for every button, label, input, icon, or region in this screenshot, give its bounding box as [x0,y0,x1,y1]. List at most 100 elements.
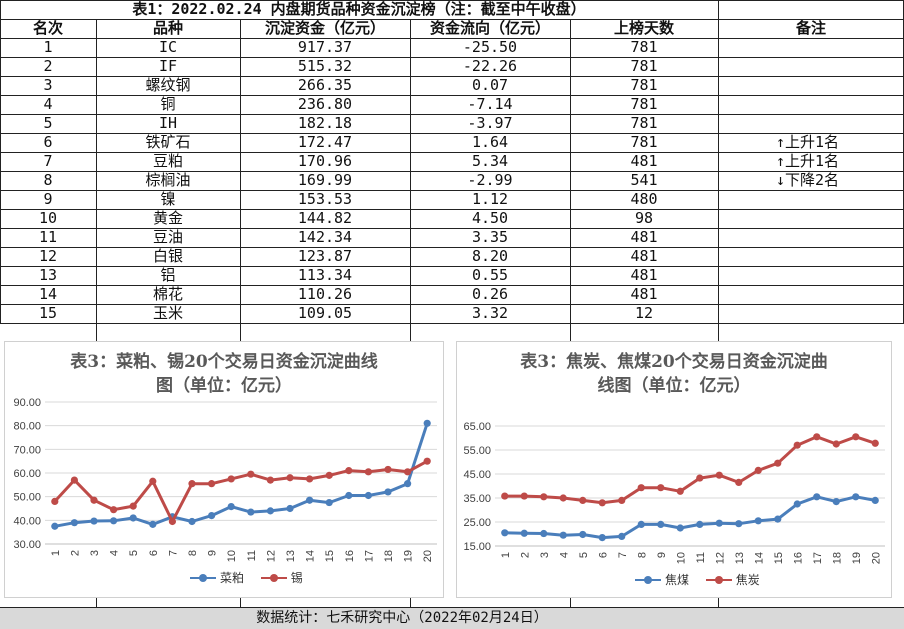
series-point-1 [70,476,78,484]
table-cell: 0.07 [471,76,509,94]
table-cell: 113.34 [297,266,353,284]
header-cell: 资金流向（亿元） [429,19,550,37]
x-tick-label: 5 [578,552,590,558]
table-cell: 3.35 [471,228,509,246]
table-cell: 781 [630,76,658,94]
chart1-title-line1: 表3：菜粕、锡20个交易日资金沉淀曲线 [70,352,378,372]
x-tick-label: 18 [831,552,843,564]
series-point-0 [364,491,372,500]
series-point-0 [129,514,137,522]
grid-hline [0,209,904,210]
chart-rapeseed-meal-tin[interactable]: 表3：菜粕、锡20个交易日资金沉淀曲线 图（单位：亿元） 30.00 40.00 5… [4,341,444,598]
table-cell: 266.35 [297,76,353,94]
table-row: 12 白银 123.87 8.20 481 [0,247,904,266]
series-point-1 [345,467,353,475]
grid-hline [0,171,904,172]
table-cell: 480 [630,190,658,208]
table-row: 13 铝 113.34 0.55 481 [0,266,904,285]
series-point-0 [793,500,801,508]
series-point-1 [247,470,255,478]
series-point-0 [208,512,216,520]
table-header-row: 名次 品种 沉淀资金（亿元） 资金流向（亿元） 上榜天数 备注 [0,19,904,38]
x-tick-label: 20 [870,552,882,564]
table-cell: 1 [43,38,53,56]
x-tick-label: 13 [285,550,297,562]
table-cell [718,285,904,304]
table-cell: 9 [43,190,53,208]
x-tick-label: 7 [167,550,179,556]
series-line-0 [504,495,876,540]
series-point-0 [404,480,412,488]
header-cell: 沉淀资金（亿元） [264,19,385,37]
grid-hline [0,266,904,267]
x-tick-label: 6 [148,550,160,556]
x-tick-label: 10 [675,552,687,564]
y-tick-label: 40.00 [13,515,41,527]
x-tick-label: 14 [305,550,317,562]
table-cell: 5 [43,114,53,132]
table-cell: -22.26 [462,57,518,75]
series-point-1 [520,492,528,500]
table-row: 14 棉花 110.26 0.26 481 [0,285,904,304]
grid-vline [0,0,1,323]
x-tick-label: 19 [851,552,863,564]
series-point-1 [559,494,567,502]
table-row: 7 豆粕 170.96 5.34 481 ↑上升1名 [0,152,904,171]
table-cell: 6 [43,133,53,151]
table-cell: 8.20 [471,247,509,265]
legend-label-coke: 焦炭 [735,573,760,587]
grid-hline [0,247,904,248]
table-cell [718,209,904,228]
chart2-legend: 焦煤 焦炭 [635,571,760,588]
series-point-1 [266,476,274,484]
x-tick-label: 12 [265,550,277,562]
series-point-1 [871,439,879,447]
series-point-0 [188,517,196,526]
series-point-1 [852,433,860,441]
table-cell: 14 [38,285,58,303]
x-tick-label: 1 [50,550,62,556]
table-title: 表1：2022.02.24 内盘期货品种资金沉淀榜（注：截至中午收盘） [132,0,586,18]
x-tick-label: 11 [246,550,258,561]
series-point-1 [813,433,821,441]
y-tick-label: 30.00 [13,539,41,551]
table-cell: IC [158,38,178,56]
series-point-0 [579,530,587,539]
x-tick-label: 3 [539,552,551,558]
x-tick-label: 19 [403,550,415,562]
table-cell: ↑上升1名 [776,152,840,170]
chart2-title: 表3：焦炭、焦煤20个交易日资金沉淀曲 线图（单位：亿元） [457,350,891,398]
legend-label-tin: 锡 [290,571,303,585]
series-point-0 [540,529,548,538]
table-cell: 镍 [160,190,176,208]
series-point-1 [735,478,743,486]
series-point-1 [208,480,216,488]
series-point-0 [286,504,294,513]
table-row: 11 豆油 142.34 3.35 481 [0,228,904,247]
series-point-0 [247,508,255,516]
chart2-title-line1: 表3：焦炭、焦煤20个交易日资金沉淀曲 [520,352,828,372]
y-tick-label: 70.00 [13,444,41,456]
table-cell: 铜 [160,95,176,113]
grid-vline [240,19,241,323]
legend-label-caipo: 菜粕 [220,571,245,585]
table-cell: -25.50 [462,38,518,56]
series-point-0 [384,488,392,496]
series-point-1 [832,440,840,448]
series-point-0 [423,419,431,427]
series-point-1 [286,474,294,482]
grid-hline [0,190,904,191]
table-cell: 481 [630,247,658,265]
chart-coke-coking-coal[interactable]: 表3：焦炭、焦煤20个交易日资金沉淀曲 线图（单位：亿元） 15.00 25.00… [456,341,892,598]
series-point-1 [325,471,333,479]
x-tick-label: 1 [500,552,512,558]
series-point-1 [540,493,548,501]
x-tick-label: 16 [792,552,804,564]
series-point-0 [306,496,314,504]
x-tick-label: 18 [383,550,395,562]
x-tick-label: 2 [69,550,81,556]
x-tick-label: 12 [714,552,726,564]
y-tick-label: 45.00 [463,469,491,481]
table-cell: 玉米 [152,304,183,322]
